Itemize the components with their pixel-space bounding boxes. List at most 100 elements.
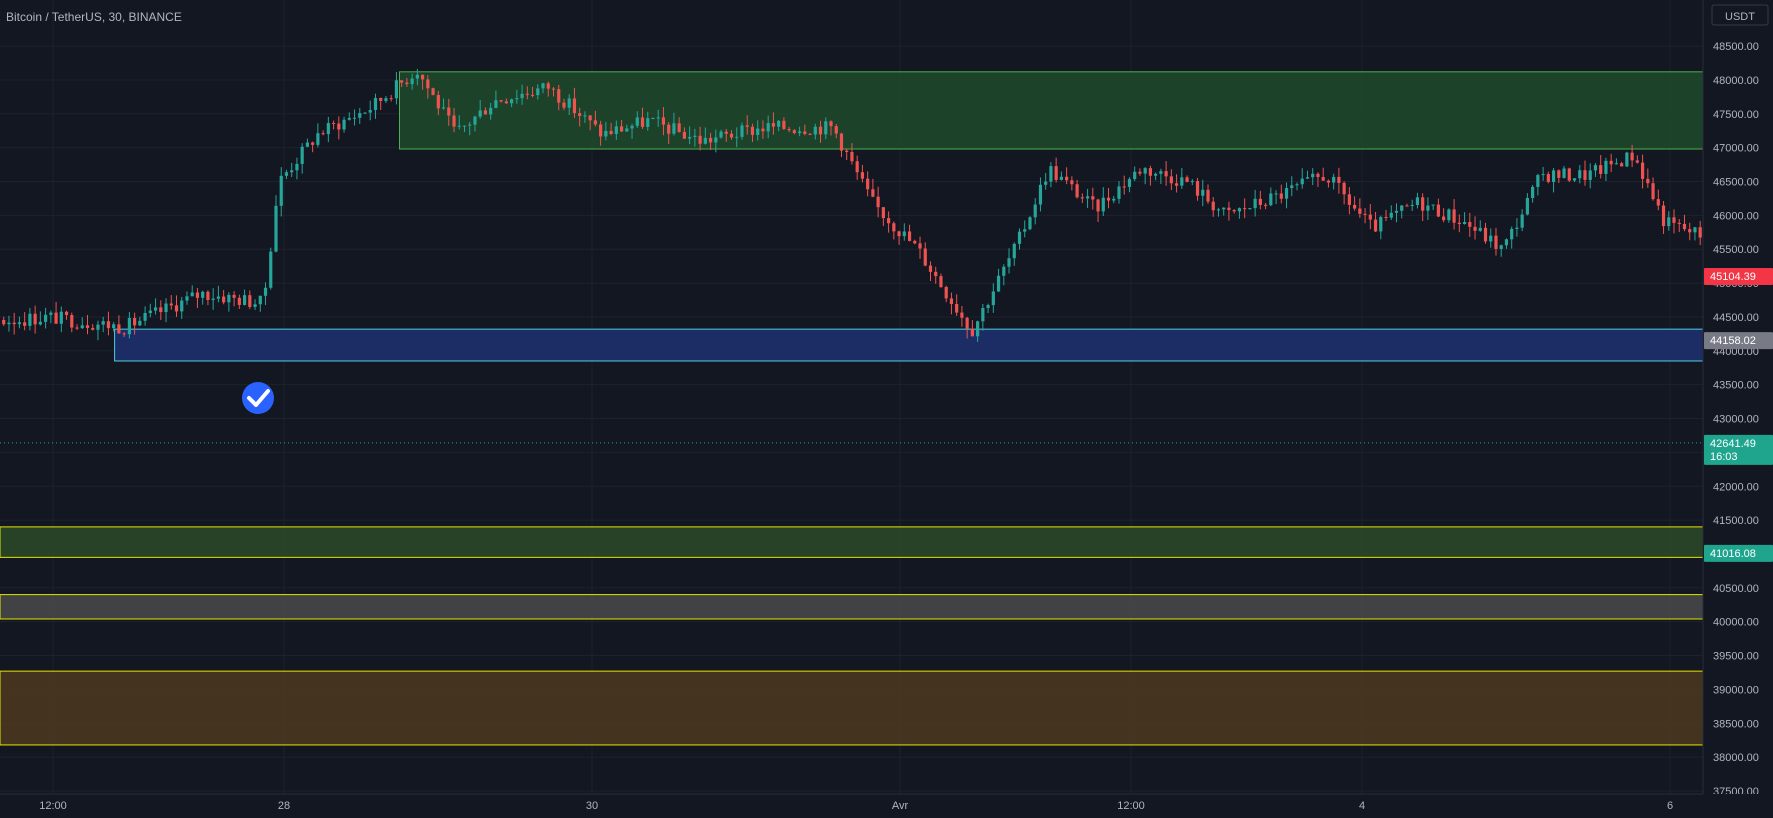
candle-body bbox=[515, 98, 519, 100]
candle-body bbox=[279, 175, 283, 206]
candle-body bbox=[661, 117, 666, 125]
candle-body bbox=[860, 172, 865, 179]
time-tick-label: 28 bbox=[278, 800, 290, 812]
candle-body bbox=[1321, 177, 1325, 181]
candle-body bbox=[677, 123, 681, 132]
candle-body bbox=[384, 98, 388, 101]
candle-body bbox=[902, 231, 906, 237]
candle-body bbox=[1667, 217, 1671, 227]
currency-badge[interactable] bbox=[1711, 4, 1769, 26]
candle-body bbox=[724, 131, 728, 134]
candle-body bbox=[1572, 178, 1577, 181]
candle-body bbox=[452, 115, 456, 127]
candle-body bbox=[562, 102, 566, 108]
candle-body bbox=[939, 276, 943, 288]
candle-body bbox=[1614, 163, 1619, 165]
candle-body bbox=[2, 319, 6, 325]
candle-body bbox=[907, 231, 912, 241]
header: Bitcoin / TetherUS, 30, BINANCE USDT bbox=[6, 4, 1769, 26]
candle-body bbox=[49, 312, 53, 315]
candle-body bbox=[635, 117, 639, 126]
candle-body bbox=[1038, 184, 1043, 205]
time-tick-label: 12:00 bbox=[39, 800, 67, 812]
price-axis[interactable]: 37500.0038000.0038500.0039000.0039500.00… bbox=[1702, 0, 1773, 798]
candle-body bbox=[1284, 188, 1289, 199]
candle-body bbox=[368, 110, 372, 113]
candle-body bbox=[1504, 239, 1509, 246]
zones bbox=[0, 71, 1704, 746]
candle-body bbox=[1342, 182, 1346, 195]
candle-body bbox=[855, 161, 859, 173]
candle-body bbox=[1630, 152, 1634, 161]
price-label-text: 41016.08 bbox=[1710, 548, 1756, 560]
price-tick-label: 39500.00 bbox=[1713, 651, 1759, 663]
candle-body bbox=[803, 131, 807, 134]
candle-body bbox=[1452, 209, 1456, 223]
candle-body bbox=[1635, 160, 1639, 163]
candle-body bbox=[1075, 184, 1079, 198]
candle-body bbox=[1551, 170, 1556, 182]
candle-body bbox=[38, 321, 42, 325]
candle-body bbox=[614, 126, 618, 134]
candle-body bbox=[59, 311, 63, 324]
candle-body bbox=[1394, 210, 1399, 213]
candle-body bbox=[206, 291, 210, 300]
candle-body bbox=[1101, 197, 1105, 212]
candle-body bbox=[436, 94, 440, 109]
candle-body bbox=[1232, 210, 1236, 212]
candle-body bbox=[787, 128, 791, 131]
candle-body bbox=[421, 74, 425, 80]
candle-body bbox=[1436, 204, 1440, 217]
candle-body bbox=[1368, 214, 1372, 220]
candle-body bbox=[1358, 208, 1362, 214]
candle-body bbox=[981, 308, 985, 322]
candle-body bbox=[1133, 171, 1137, 180]
candle-body bbox=[1462, 221, 1467, 224]
candle-body bbox=[887, 218, 891, 224]
candle-body bbox=[536, 88, 540, 96]
candle-body bbox=[604, 130, 608, 137]
candle-body bbox=[1326, 180, 1331, 183]
candle-body bbox=[494, 100, 498, 108]
candle-body bbox=[829, 121, 833, 127]
checkmark-badge bbox=[242, 382, 274, 414]
price-tick-label: 38500.00 bbox=[1713, 718, 1759, 730]
candle-body bbox=[766, 123, 770, 132]
candle-body bbox=[1269, 193, 1273, 206]
candle-body bbox=[824, 121, 828, 135]
candle-body bbox=[478, 110, 482, 117]
time-tick-label: Avr bbox=[892, 800, 909, 812]
candle-body bbox=[1311, 173, 1315, 178]
price-tick-label: 48000.00 bbox=[1713, 75, 1759, 87]
candle-body bbox=[583, 115, 587, 117]
candle-body bbox=[996, 275, 1001, 292]
zone-support bbox=[114, 328, 1704, 362]
candle-body bbox=[1625, 152, 1629, 167]
candle-body bbox=[389, 98, 393, 100]
candle-body bbox=[1227, 207, 1231, 211]
candle-body bbox=[572, 98, 577, 114]
candle-body bbox=[504, 101, 508, 104]
candle-body bbox=[892, 223, 896, 232]
candle-body bbox=[813, 126, 817, 135]
candle-body bbox=[1457, 222, 1461, 224]
candle-body bbox=[248, 295, 252, 307]
candle-body bbox=[1442, 216, 1446, 221]
candle-body bbox=[483, 110, 488, 115]
price-tick-label: 43500.00 bbox=[1713, 380, 1759, 392]
candle-body bbox=[630, 125, 634, 129]
candle-body bbox=[934, 271, 938, 277]
candle-body bbox=[871, 189, 875, 197]
candle-body bbox=[133, 317, 137, 326]
candle-body bbox=[284, 172, 289, 176]
candle-body bbox=[358, 113, 362, 118]
candle-body bbox=[295, 163, 299, 171]
candle-body bbox=[1478, 227, 1482, 231]
candle-body bbox=[211, 298, 215, 300]
candle-body bbox=[1599, 165, 1603, 174]
candle-body bbox=[394, 80, 399, 99]
candle-body bbox=[331, 123, 336, 125]
time-axis[interactable]: 12:00 28 30 Avr 12:00 4 6 bbox=[0, 793, 1773, 818]
